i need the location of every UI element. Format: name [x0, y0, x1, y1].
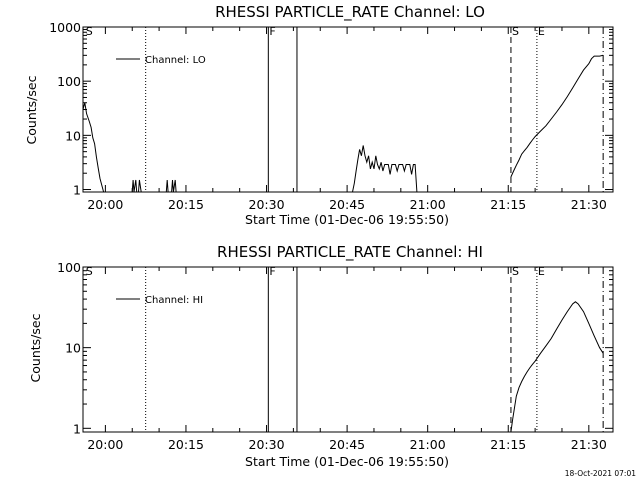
- panel-hi: RHESSI PARTICLE_RATE Channel: HI Counts/…: [28, 243, 614, 469]
- panel-lo-title: RHESSI PARTICLE_RATE Channel: LO: [215, 3, 485, 22]
- lo-series-line: [82, 102, 105, 193]
- hi-y-tick-label: 10: [65, 341, 81, 356]
- timestamp: 18-Oct-2021 07:01: [565, 469, 636, 478]
- lo-y-tick-label: 100: [57, 74, 81, 89]
- hi-x-tick-label: 21:15: [490, 437, 526, 452]
- lo-legend-entry: Channel: LO: [145, 55, 206, 66]
- lo-series-line: [165, 179, 169, 193]
- panel-lo-xlabel: Start Time (01-Dec-06 19:55:50): [245, 212, 449, 227]
- hi-legend-entry: Channel: HI: [145, 295, 203, 306]
- lo-y-tick-label: 1000: [49, 20, 81, 35]
- panel-hi-ylabel: Counts/sec: [28, 313, 43, 382]
- lo-y-tick-label: 10: [65, 128, 81, 143]
- panel-lo-plot: 20:00 20:15 20:30 20:45 21:00 21:15 21:30 1 10 10…: [49, 20, 614, 212]
- lo-series-line: [138, 179, 142, 193]
- lo-x-tick-label: 20:00: [87, 197, 123, 212]
- lo-series-line: [510, 54, 604, 178]
- lo-marker-label: F: [269, 25, 275, 38]
- hi-y-tick-label: 100: [57, 260, 81, 275]
- lo-x-tick-label: 21:30: [571, 197, 607, 212]
- lo-series-line: [171, 179, 177, 193]
- hi-marker-label: F: [269, 265, 275, 278]
- panel-hi-plot: 20:00 20:15 20:30 20:45 21:00 21:15 21:30 1 10 10…: [57, 260, 614, 452]
- hi-plot-frame: [82, 266, 614, 433]
- panel-hi-title: RHESSI PARTICLE_RATE Channel: HI: [217, 243, 483, 262]
- hi-x-tick-label: 20:45: [329, 437, 365, 452]
- lo-marker-label: S: [512, 25, 519, 38]
- panel-hi-xlabel: Start Time (01-Dec-06 19:55:50): [245, 454, 449, 469]
- lo-marker-label: E: [538, 25, 545, 38]
- panel-lo-ylabel: Counts/sec: [24, 75, 39, 144]
- lo-x-tick-label: 21:15: [490, 197, 526, 212]
- hi-x-tick-label: 20:30: [249, 437, 285, 452]
- hi-x-tick-label: 20:00: [87, 437, 123, 452]
- hi-marker-label: S: [512, 265, 519, 278]
- lo-x-tick-label: 21:00: [410, 197, 446, 212]
- hi-x-tick-label: 21:00: [410, 437, 446, 452]
- hi-marker-label: E: [538, 265, 545, 278]
- hi-y-tick-label: 1: [73, 421, 81, 436]
- panel-lo: RHESSI PARTICLE_RATE Channel: LO Counts/…: [24, 3, 614, 227]
- lo-x-tick-label: 20:45: [329, 197, 365, 212]
- lo-x-tick-label: 20:30: [249, 197, 285, 212]
- hi-series-line: [510, 301, 604, 433]
- lo-marker-label: S: [86, 25, 93, 38]
- hi-marker-label: S: [86, 265, 93, 278]
- lo-series-line: [352, 145, 418, 193]
- lo-series-line: [131, 179, 138, 193]
- lo-x-tick-label: 20:15: [168, 197, 204, 212]
- hi-x-tick-label: 21:30: [571, 437, 607, 452]
- hi-x-tick-label: 20:15: [168, 437, 204, 452]
- lo-y-tick-label: 1: [73, 183, 81, 198]
